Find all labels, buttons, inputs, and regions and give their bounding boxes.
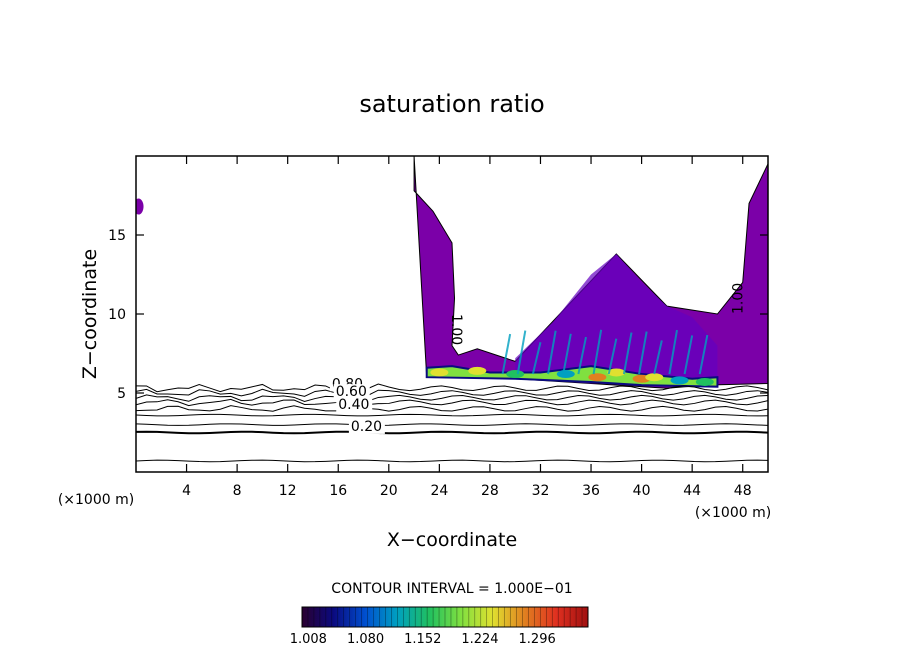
contour-line bbox=[136, 413, 768, 417]
high-saturation-cell bbox=[695, 377, 714, 386]
edge-patch bbox=[136, 198, 144, 215]
x-tick-label: 4 bbox=[182, 483, 191, 499]
plume-streak bbox=[501, 333, 512, 375]
contour-label-bg bbox=[336, 396, 373, 412]
contour-label-text: 1.00 bbox=[731, 283, 747, 314]
high-saturation-cell bbox=[430, 368, 449, 377]
plume-streak bbox=[653, 340, 663, 375]
plume-streak bbox=[607, 338, 618, 375]
contour-label: 0.20 bbox=[348, 418, 385, 435]
contour-label-text: 1.00 bbox=[448, 314, 464, 345]
contour-label-text: 0.60 bbox=[336, 384, 367, 400]
plume-streak bbox=[698, 334, 709, 375]
contour-label-bg bbox=[348, 418, 385, 434]
x-tick-label: 20 bbox=[380, 483, 398, 499]
contour-line bbox=[136, 388, 768, 397]
colorbar-tick-label: 1.008 bbox=[290, 632, 327, 647]
contour-label: 1.00 bbox=[731, 283, 747, 314]
high-saturation-cell bbox=[556, 370, 575, 379]
high-saturation-cell bbox=[670, 376, 689, 385]
colorbar-tick-label: 1.224 bbox=[461, 632, 498, 647]
y-tick-label: 5 bbox=[117, 386, 126, 402]
x-tick-label: 40 bbox=[633, 483, 651, 499]
contour-interval-text: CONTOUR INTERVAL = 1.000E−01 bbox=[331, 581, 572, 597]
contour-line bbox=[136, 405, 768, 412]
colorbar-tick-label: 1.080 bbox=[347, 632, 384, 647]
contour-line bbox=[136, 430, 768, 435]
high-saturation-cell bbox=[506, 370, 525, 379]
contour-line bbox=[136, 423, 768, 426]
y-axis: 5 10 15 bbox=[108, 228, 768, 402]
y-tick-label: 10 bbox=[108, 307, 126, 323]
high-saturation-cell bbox=[588, 373, 607, 382]
y-axis-label: Z−coordinate bbox=[79, 249, 101, 379]
x-tick-label: 36 bbox=[582, 483, 600, 499]
x-tick-label: 8 bbox=[233, 483, 242, 499]
plume-streak bbox=[562, 333, 572, 375]
plume-streak bbox=[668, 329, 678, 375]
x-unit-label: (×1000 m) bbox=[695, 505, 771, 521]
colorbar-tick-label: 1.296 bbox=[519, 632, 556, 647]
plume-streak bbox=[547, 330, 557, 375]
contour-line bbox=[136, 383, 768, 393]
plume-streak bbox=[577, 336, 587, 375]
x-axis-label: X−coordinate bbox=[387, 529, 517, 551]
high-saturation-cell bbox=[645, 373, 664, 382]
contour-label-bg bbox=[333, 384, 370, 400]
x-tick-label: 32 bbox=[532, 483, 550, 499]
dense-core-region bbox=[515, 253, 718, 384]
y-tick-label: 15 bbox=[108, 228, 126, 244]
x-tick-label: 24 bbox=[430, 483, 448, 499]
colorbar-labels: 1.008 1.080 1.152 1.224 1.296 bbox=[290, 632, 556, 647]
y-unit-label: (×1000 m) bbox=[58, 492, 134, 508]
chart-title: saturation ratio bbox=[359, 90, 544, 118]
contour-line bbox=[136, 459, 768, 463]
contour-label-text: 0.20 bbox=[351, 419, 382, 435]
contour-label: 1.00 bbox=[448, 314, 464, 345]
colorbar: 1.008 1.080 1.152 1.224 1.296 bbox=[290, 606, 589, 647]
contour-line bbox=[136, 398, 768, 407]
plume-streak bbox=[622, 332, 633, 375]
high-saturation-cell bbox=[607, 368, 626, 377]
plot-area: 0.800.600.400.201.001.00 bbox=[136, 156, 768, 463]
x-axis: 4 8 12 16 20 24 28 32 36 40 44 48 bbox=[182, 156, 752, 499]
x-tick-label: 48 bbox=[734, 483, 752, 499]
plume-streak bbox=[592, 329, 603, 375]
plume-streak bbox=[531, 342, 542, 375]
plume-streak bbox=[638, 331, 648, 375]
contour-label-text: 0.40 bbox=[338, 397, 369, 413]
contour-label: 0.40 bbox=[336, 396, 373, 413]
contour-line bbox=[136, 394, 768, 402]
plume-streak bbox=[683, 335, 694, 375]
x-tick-label: 12 bbox=[279, 483, 297, 499]
x-tick-label: 28 bbox=[481, 483, 499, 499]
colorbar-stripes bbox=[307, 607, 583, 627]
contour-label: 0.60 bbox=[333, 384, 370, 400]
x-tick-label: 16 bbox=[329, 483, 347, 499]
x-tick-label: 44 bbox=[683, 483, 701, 499]
colorbar-tick-label: 1.152 bbox=[404, 632, 441, 647]
high-saturation-cell bbox=[468, 366, 487, 375]
plume-streak bbox=[516, 330, 527, 375]
